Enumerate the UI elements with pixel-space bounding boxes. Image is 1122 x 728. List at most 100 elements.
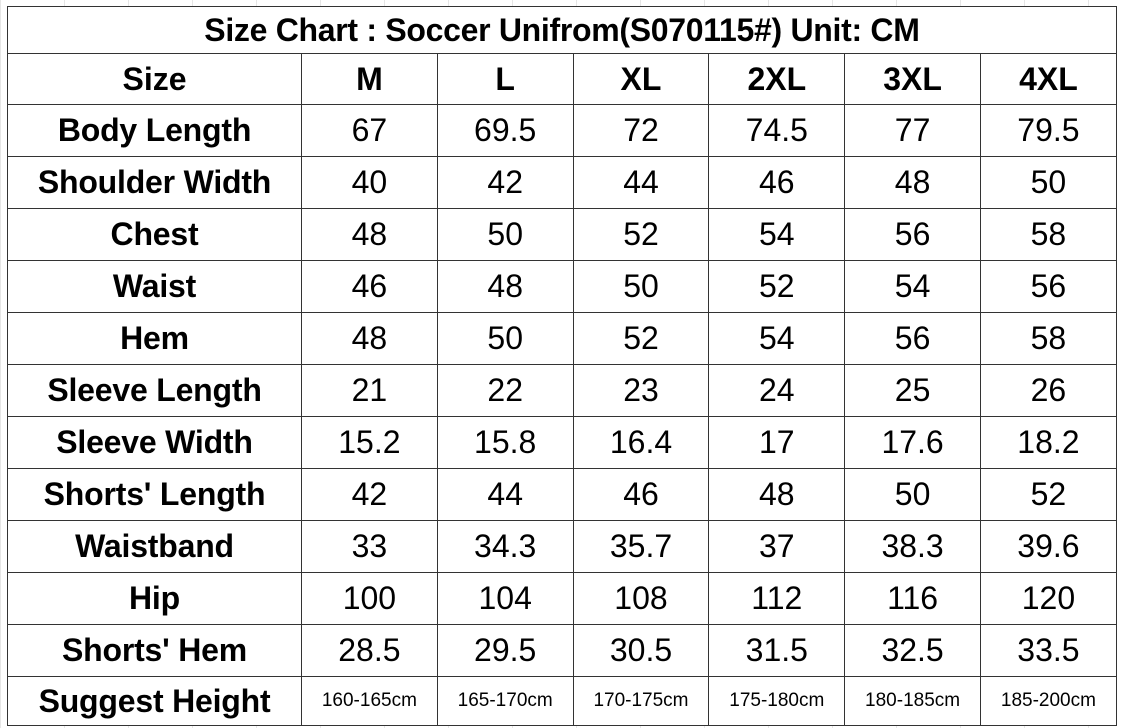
- measurement-cell: 67: [301, 104, 438, 157]
- measurement-cell: 104: [436, 572, 574, 625]
- measurement-cell: 50: [436, 312, 574, 365]
- measurement-cell: 48: [436, 260, 574, 313]
- measurement-cell: 58: [979, 312, 1117, 365]
- measurement-cell: 33: [301, 520, 438, 573]
- size-header-label: Size: [7, 53, 302, 105]
- measurement-cell: 52: [572, 208, 710, 261]
- measurement-cell: 48: [301, 312, 438, 365]
- table-row: Shoulder Width 40 42 44 46 48 50: [7, 156, 1117, 209]
- measurement-cell: 34.3: [436, 520, 574, 573]
- row-label: Body Length: [7, 104, 302, 157]
- measurement-cell: 15.2: [301, 416, 438, 469]
- measurement-cell: 46: [572, 468, 710, 521]
- measurement-cell: 44: [572, 156, 710, 209]
- measurement-cell: 46: [301, 260, 438, 313]
- measurement-cell: 170-175cm: [572, 676, 710, 726]
- row-label: Sleeve Width: [7, 416, 302, 469]
- table-row: Body Length 67 69.5 72 74.5 77 79.5: [7, 104, 1117, 157]
- measurement-cell: 31.5: [708, 624, 846, 677]
- measurement-cell: 23: [572, 364, 710, 417]
- measurement-cell: 175-180cm: [708, 676, 846, 726]
- header-row: Size M L XL 2XL 3XL 4XL: [7, 53, 1117, 105]
- measurement-cell: 25: [844, 364, 981, 417]
- measurement-cell: 33.5: [979, 624, 1117, 677]
- measurement-cell: 17.6: [844, 416, 981, 469]
- measurement-cell: 15.8: [436, 416, 574, 469]
- measurement-cell: 72: [572, 104, 710, 157]
- size-header-xl: XL: [572, 53, 710, 105]
- measurement-cell: 48: [301, 208, 438, 261]
- measurement-cell: 18.2: [979, 416, 1117, 469]
- table-row: Suggest Height 160-165cm 165-170cm 170-175c…: [7, 676, 1117, 726]
- measurement-cell: 100: [301, 572, 438, 625]
- measurement-cell: 54: [708, 208, 846, 261]
- measurement-cell: 35.7: [572, 520, 710, 573]
- measurement-cell: 160-165cm: [301, 676, 438, 726]
- row-label: Hip: [7, 572, 302, 625]
- measurements-body: Body Length 67 69.5 72 74.5 77 79.5 Shoulder Wi…: [7, 104, 1117, 726]
- measurement-cell: 50: [979, 156, 1117, 209]
- measurement-cell: 39.6: [979, 520, 1117, 573]
- table-row: Chest 48 50 52 54 56 58: [7, 208, 1117, 261]
- measurement-cell: 108: [572, 572, 710, 625]
- table-row: Shorts' Hem 28.5 29.5 30.5 31.5 32.5 33.5: [7, 624, 1117, 677]
- measurement-cell: 69.5: [436, 104, 574, 157]
- measurement-cell: 37: [708, 520, 846, 573]
- chart-title: Size Chart : Soccer Unifrom(S070115#) Un…: [7, 6, 1117, 54]
- measurement-cell: 180-185cm: [844, 676, 981, 726]
- table-row: Sleeve Width 15.2 15.8 16.4 17 17.6 18.2: [7, 416, 1117, 469]
- measurement-cell: 74.5: [708, 104, 846, 157]
- table-row: Waistband 33 34.3 35.7 37 38.3 39.6: [7, 520, 1117, 573]
- table-row: Hip 100 104 108 112 116 120: [7, 572, 1117, 625]
- measurement-cell: 165-170cm: [436, 676, 574, 726]
- measurement-cell: 32.5: [844, 624, 981, 677]
- row-label: Chest: [7, 208, 302, 261]
- measurement-cell: 26: [979, 364, 1117, 417]
- measurement-cell: 185-200cm: [979, 676, 1117, 726]
- row-label: Sleeve Length: [7, 364, 302, 417]
- size-chart-table: Size Chart : Soccer Unifrom(S070115#) Un…: [7, 6, 1117, 726]
- measurement-cell: 30.5: [572, 624, 710, 677]
- measurement-cell: 44: [436, 468, 574, 521]
- table-row: Hem 48 50 52 54 56 58: [7, 312, 1117, 365]
- table-row: Waist 46 48 50 52 54 56: [7, 260, 1117, 313]
- measurement-cell: 112: [708, 572, 846, 625]
- measurement-cell: 52: [572, 312, 710, 365]
- measurement-cell: 42: [301, 468, 438, 521]
- measurement-cell: 50: [436, 208, 574, 261]
- measurement-cell: 56: [979, 260, 1117, 313]
- size-header-3xl: 3XL: [844, 53, 981, 105]
- measurement-cell: 16.4: [572, 416, 710, 469]
- size-header-m: M: [301, 53, 438, 105]
- size-header-2xl: 2XL: [708, 53, 846, 105]
- measurement-cell: 48: [844, 156, 981, 209]
- measurement-cell: 29.5: [436, 624, 574, 677]
- table-row: Shorts' Length 42 44 46 48 50 52: [7, 468, 1117, 521]
- measurement-cell: 28.5: [301, 624, 438, 677]
- measurement-cell: 24: [708, 364, 846, 417]
- measurement-cell: 40: [301, 156, 438, 209]
- row-label: Shorts' Hem: [7, 624, 302, 677]
- measurement-cell: 22: [436, 364, 574, 417]
- measurement-cell: 58: [979, 208, 1117, 261]
- size-header-l: L: [436, 53, 574, 105]
- measurement-cell: 48: [708, 468, 846, 521]
- measurement-cell: 38.3: [844, 520, 981, 573]
- measurement-cell: 52: [979, 468, 1117, 521]
- row-label: Hem: [7, 312, 302, 365]
- row-label: Shorts' Length: [7, 468, 302, 521]
- measurement-cell: 79.5: [979, 104, 1117, 157]
- measurement-cell: 116: [844, 572, 981, 625]
- row-label: Waist: [7, 260, 302, 313]
- measurement-cell: 50: [572, 260, 710, 313]
- measurement-cell: 52: [708, 260, 846, 313]
- title-row: Size Chart : Soccer Unifrom(S070115#) Un…: [7, 6, 1117, 54]
- measurement-cell: 46: [708, 156, 846, 209]
- row-label: Suggest Height: [7, 676, 302, 726]
- measurement-cell: 50: [844, 468, 981, 521]
- row-label: Shoulder Width: [7, 156, 302, 209]
- measurement-cell: 77: [844, 104, 981, 157]
- measurement-cell: 54: [844, 260, 981, 313]
- size-header-4xl: 4XL: [979, 53, 1117, 105]
